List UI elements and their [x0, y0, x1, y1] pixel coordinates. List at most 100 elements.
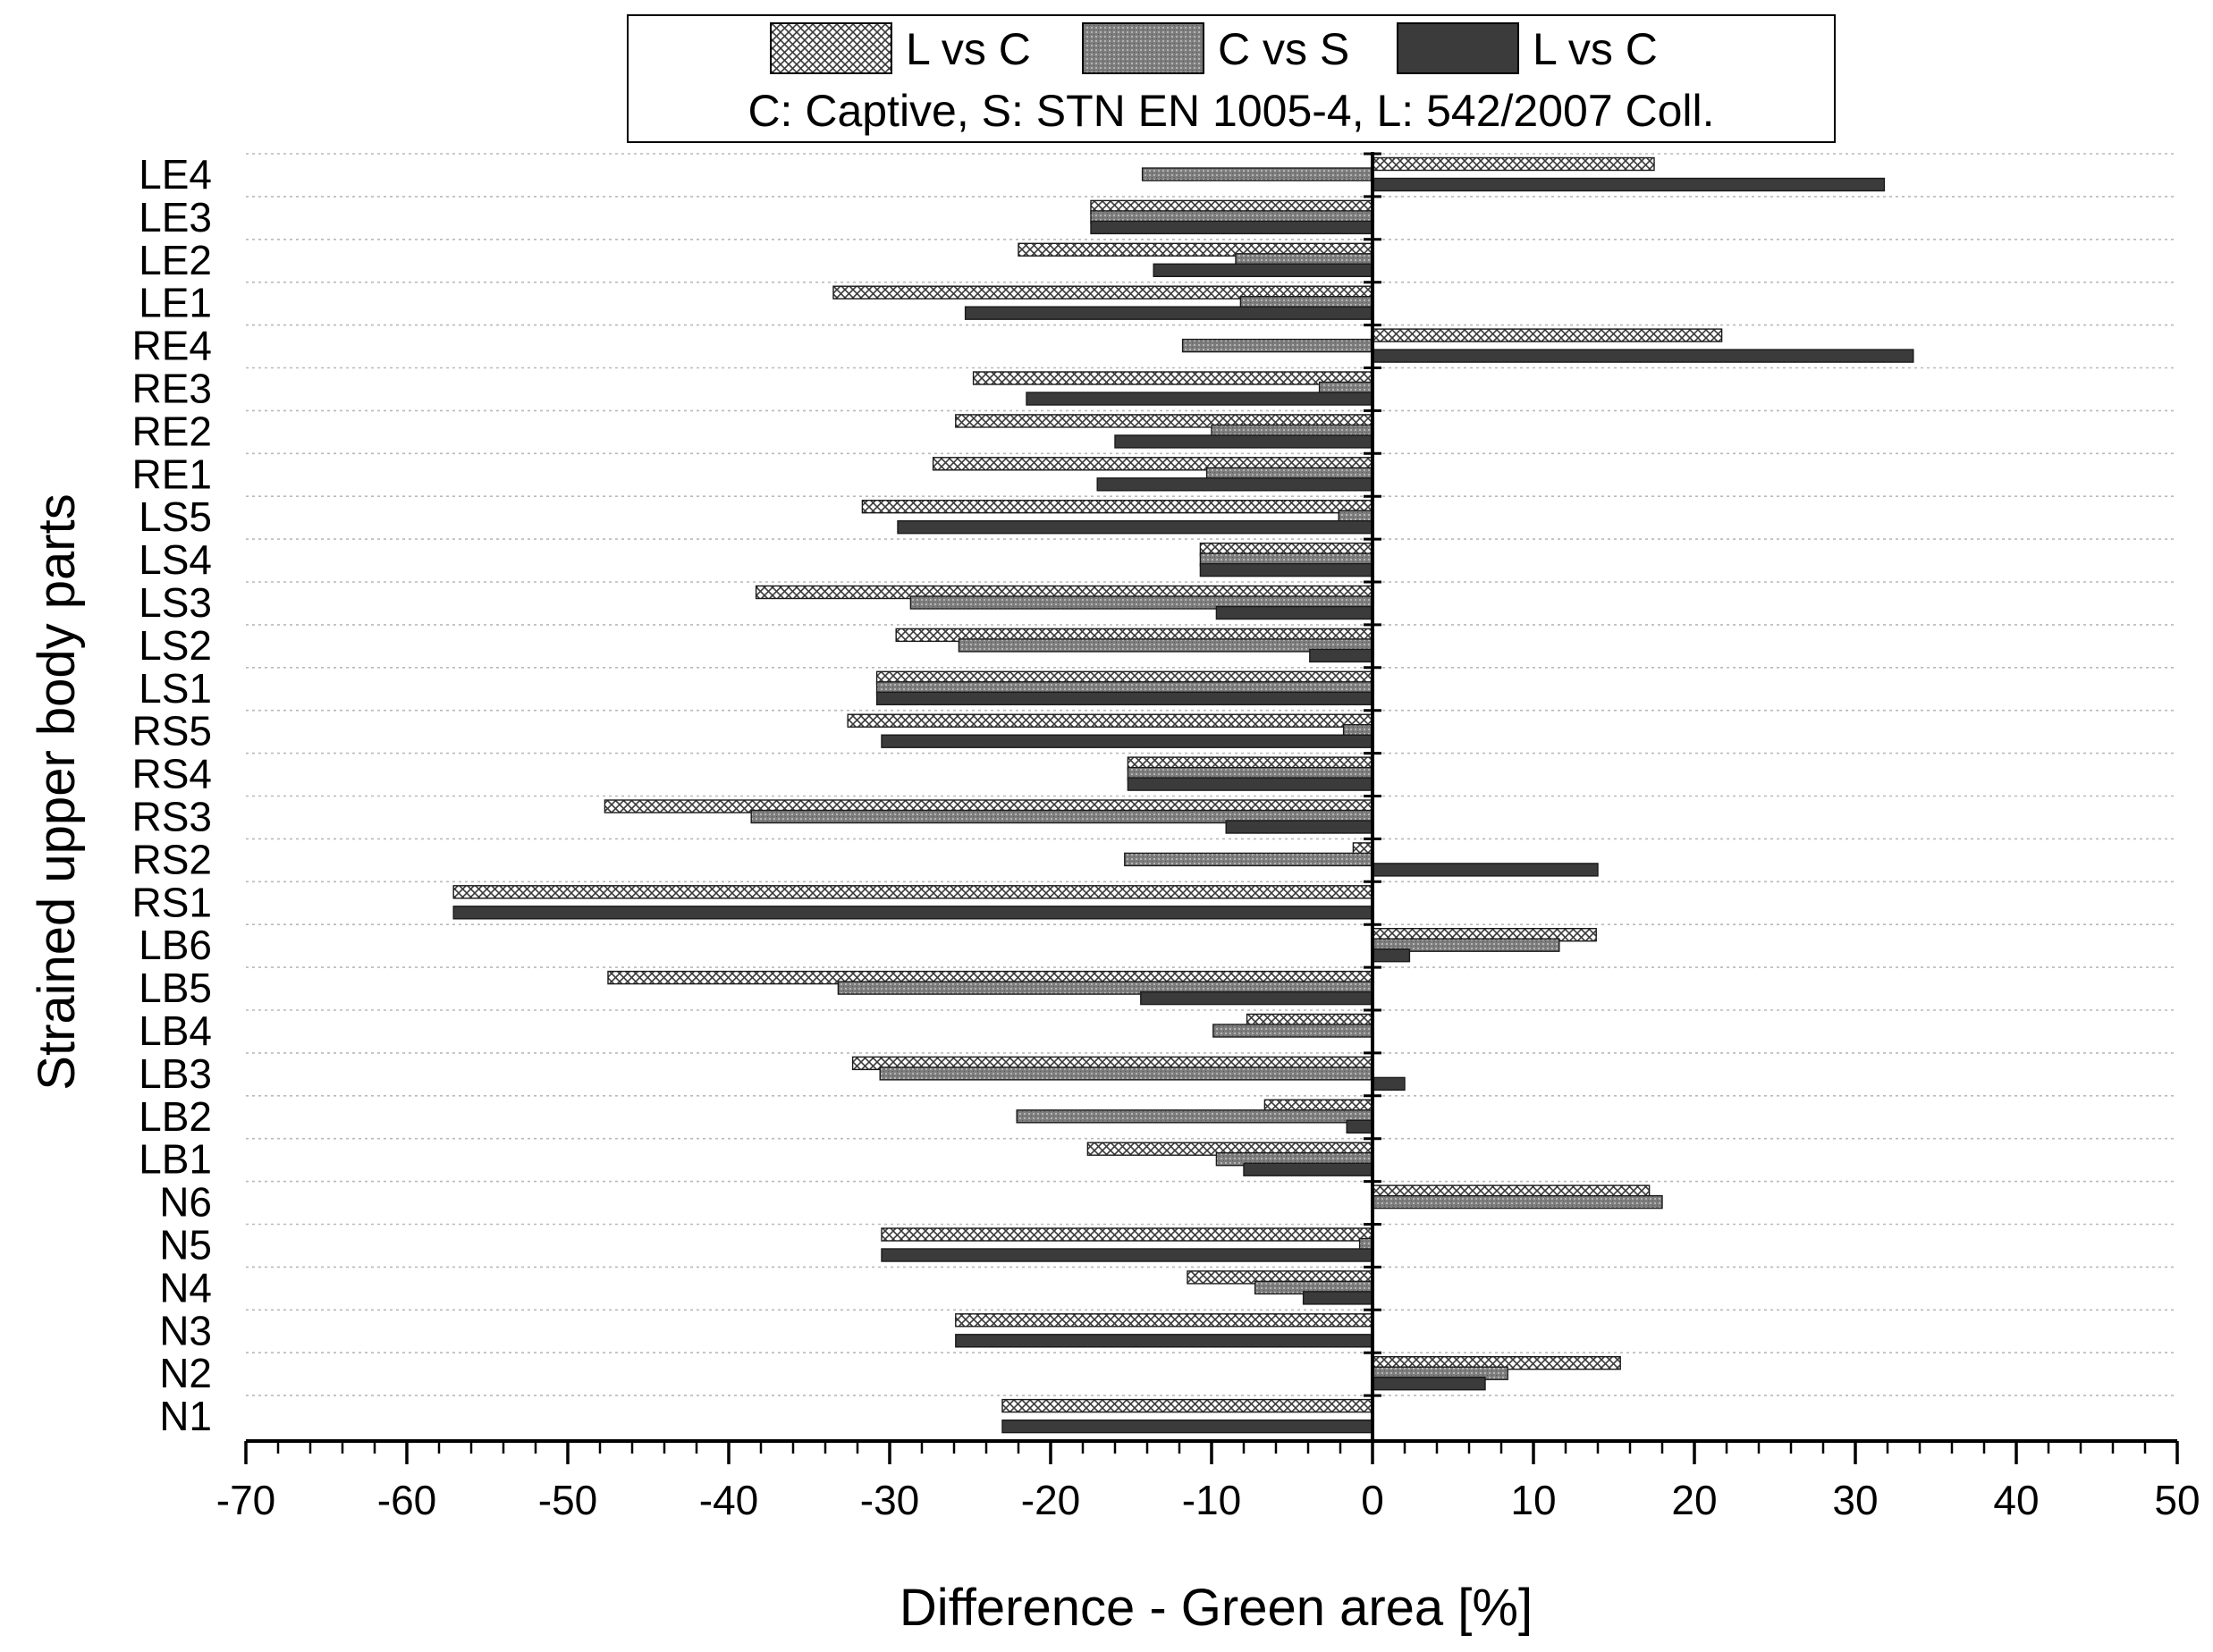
bar-rs5-series-1 — [847, 713, 1373, 728]
bar-re4-series-1 — [1372, 328, 1723, 342]
bar-le4-series-1 — [1372, 156, 1655, 172]
bar-re3-series-3 — [1026, 392, 1373, 406]
y-tick-label: RE3 — [132, 366, 212, 412]
y-tick-label: LB5 — [139, 965, 212, 1011]
y-tick-label: LS3 — [139, 579, 212, 626]
y-tick-label: N4 — [159, 1264, 212, 1311]
bar-lb5-series-3 — [1140, 990, 1373, 1006]
bar-re3-series-1 — [972, 371, 1373, 385]
y-tick-label: LB1 — [139, 1136, 212, 1183]
x-tick-label: -10 — [1182, 1477, 1241, 1523]
bar-re4-series-3 — [1372, 349, 1914, 363]
bar-lb3-series-2 — [879, 1066, 1373, 1081]
y-axis-title: Strained upper body parts — [28, 493, 86, 1090]
y-tick-label: RS2 — [132, 836, 212, 882]
bar-n1-series-1 — [1001, 1398, 1373, 1413]
x-tick-label: 20 — [1671, 1477, 1717, 1523]
legend-swatch-2 — [1082, 22, 1204, 74]
bar-n5-series-1 — [881, 1227, 1373, 1242]
bar-n1-series-3 — [1001, 1419, 1373, 1434]
x-tick-label: 50 — [2154, 1477, 2200, 1523]
bar-le4-series-2 — [1141, 167, 1373, 181]
bar-n6-series-2 — [1372, 1194, 1663, 1210]
bar-rs2-series-2 — [1124, 852, 1373, 867]
bar-le1-series-3 — [964, 306, 1373, 320]
y-tick-label: RE2 — [132, 408, 212, 454]
x-tick-label: -60 — [377, 1477, 436, 1523]
legend: L vs C C vs S L vs C C: Captive, S: STN … — [627, 14, 1836, 143]
bar-n2-series-3 — [1372, 1376, 1486, 1391]
x-tick-label: -30 — [860, 1477, 919, 1523]
gridlines — [246, 153, 2177, 1396]
legend-note: C: Captive, S: STN EN 1005-4, L: 542/200… — [748, 86, 1714, 136]
x-tick-label: 10 — [1510, 1477, 1556, 1523]
bar-le2-series-3 — [1153, 263, 1373, 277]
bar-ls1-series-3 — [875, 691, 1373, 705]
x-axis-title: Difference - Green area [%] — [900, 1579, 1533, 1637]
bar-rs4-series-3 — [1127, 777, 1373, 791]
y-tick-label: LS2 — [139, 622, 212, 669]
x-tick-label: 0 — [1361, 1477, 1384, 1523]
bar-rs3-series-3 — [1225, 820, 1373, 834]
bar-ls5-series-1 — [861, 500, 1373, 514]
bar-rs1-series-1 — [452, 885, 1373, 899]
x-ticks: -70 -60 -50 -40 -30 -20 -10 0 10 20 30 40 50 — [216, 1441, 2200, 1523]
y-tick-label: RS1 — [132, 879, 212, 925]
bar-n3-series-1 — [955, 1313, 1373, 1328]
bar-rs5-series-3 — [881, 734, 1373, 748]
y-tick-label: LB6 — [139, 922, 212, 968]
y-tick-label: N5 — [159, 1222, 212, 1268]
bars — [452, 156, 1914, 1434]
y-tick-label: LS5 — [139, 493, 212, 540]
y-tick-label: RS5 — [132, 708, 212, 754]
legend-label-1: L vs C — [906, 24, 1031, 74]
x-tick-label: -50 — [538, 1477, 597, 1523]
bar-n4-series-3 — [1302, 1291, 1373, 1305]
y-tick-label: RE1 — [132, 451, 212, 497]
y-tick-label: LE1 — [139, 280, 212, 326]
bar-le3-series-3 — [1090, 220, 1373, 235]
bar-le4-series-3 — [1372, 177, 1886, 192]
x-tick-label: 30 — [1832, 1477, 1878, 1523]
bar-lb2-series-2 — [1016, 1109, 1373, 1124]
x-tick-label: -70 — [216, 1477, 275, 1523]
y-tick-label: LE3 — [139, 194, 212, 240]
y-tick-label: N6 — [159, 1179, 212, 1226]
bar-n3-series-3 — [955, 1334, 1373, 1348]
y-tick-label: RE4 — [132, 323, 212, 369]
legend-swatch-3 — [1397, 22, 1519, 74]
y-tick-label: N3 — [159, 1307, 212, 1353]
bar-ls4-series-3 — [1199, 562, 1373, 577]
legend-label-2: C vs S — [1218, 24, 1349, 74]
bar-lb4-series-2 — [1212, 1024, 1373, 1038]
x-tick-label: -40 — [699, 1477, 758, 1523]
bar-rs2-series-3 — [1372, 863, 1599, 877]
bar-re4-series-2 — [1181, 338, 1373, 353]
bar-lb2-series-3 — [1346, 1119, 1373, 1134]
bar-lb1-series-3 — [1243, 1162, 1373, 1176]
y-tick-label: LB3 — [139, 1050, 212, 1097]
bar-ls2-series-3 — [1309, 648, 1373, 663]
bar-lb6-series-3 — [1372, 948, 1411, 963]
bar-ls3-series-3 — [1215, 605, 1373, 620]
y-tick-label: N2 — [159, 1350, 212, 1396]
y-tick-label: LS4 — [139, 536, 212, 583]
y-tick-label: LE2 — [139, 237, 212, 283]
y-tick-label: RS3 — [132, 794, 212, 840]
y-tick-label: N1 — [159, 1393, 212, 1439]
x-tick-label: -20 — [1021, 1477, 1080, 1523]
bar-ls5-series-3 — [897, 520, 1373, 535]
y-tick-label: RS4 — [132, 751, 212, 797]
bar-n5-series-3 — [881, 1248, 1373, 1262]
bar-re2-series-3 — [1114, 434, 1373, 449]
legend-label-3: L vs C — [1533, 24, 1658, 74]
bar-lb3-series-3 — [1372, 1076, 1406, 1092]
y-tick-label: LS1 — [139, 665, 212, 712]
y-tick-label: LE4 — [139, 151, 212, 198]
bar-rs1-series-3 — [452, 906, 1373, 920]
x-tick-label: 40 — [1993, 1477, 2039, 1523]
legend-swatch-1 — [770, 22, 892, 74]
bar-re1-series-3 — [1096, 477, 1373, 492]
y-tick-label: LB4 — [139, 1007, 212, 1054]
